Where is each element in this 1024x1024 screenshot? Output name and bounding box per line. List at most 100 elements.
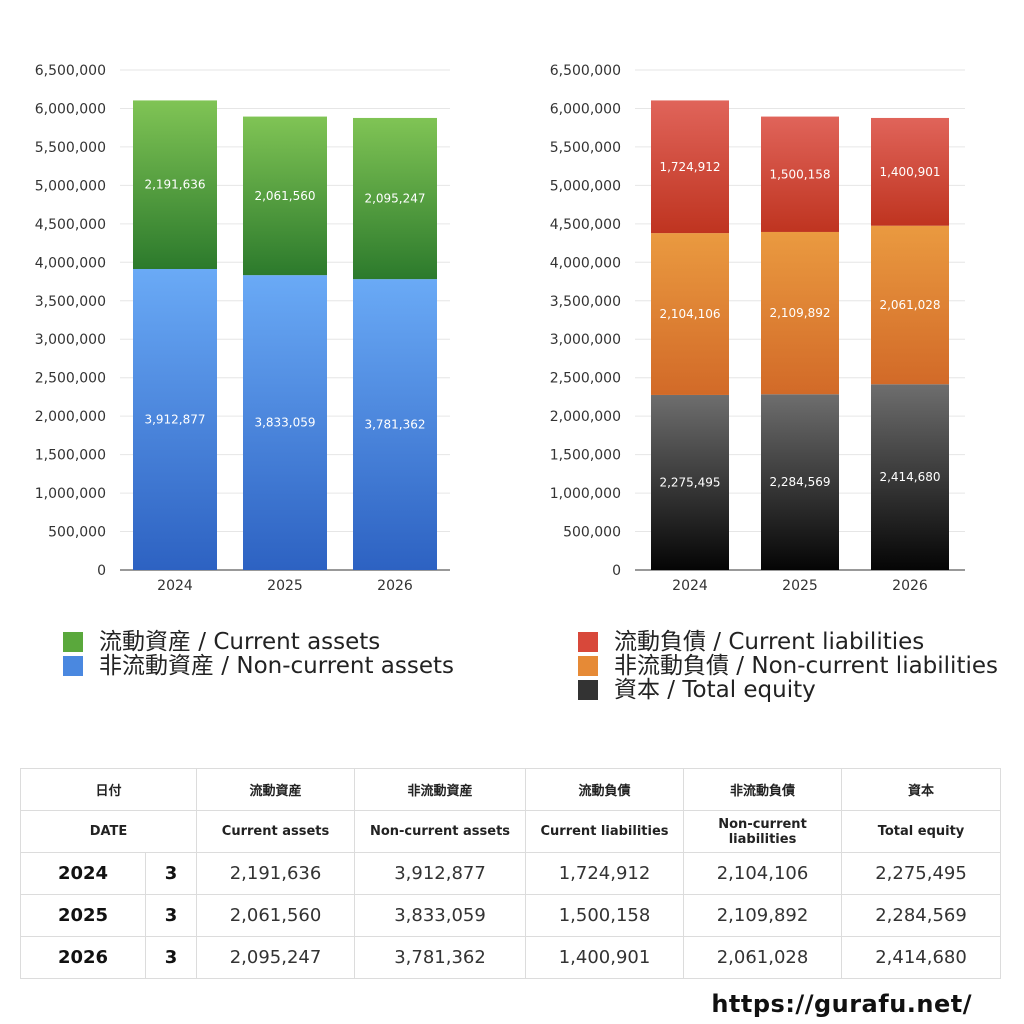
bar-value-label: 2,414,680 [879,470,940,484]
y-tick-label: 1,000,000 [550,486,621,502]
y-tick-label: 1,000,000 [35,486,106,502]
bar-value-label: 1,400,901 [879,165,940,179]
table-year-cell: 2024 [20,852,146,895]
legend-assets: 流動資産 / Current assets 非流動資産 / Non-current… [63,630,454,678]
y-tick-label: 3,000,000 [35,332,106,348]
bar-value-label: 3,781,362 [364,418,425,432]
y-tick-label: 6,500,000 [550,63,621,79]
y-tick-label: 5,500,000 [550,140,621,156]
y-tick-label: 2,000,000 [35,409,106,425]
y-tick-label: 0 [612,563,621,579]
y-tick-label: 2,000,000 [550,409,621,425]
y-tick-label: 4,000,000 [35,255,106,271]
table-year-cell: 2025 [20,894,146,937]
bar-segment [651,394,729,570]
legend-label: 非流動資産 / Non-current assets [99,653,455,679]
x-tick-label: 2026 [892,578,928,594]
legend-item: 非流動資産 / Non-current assets [63,654,454,678]
bar-segment [353,117,437,280]
bar-value-label: 2,061,028 [879,298,940,312]
table-row: 2026 3 2,095,247 3,781,362 1,400,901 2,061,02… [20,936,1002,979]
bar-value-label: 1,724,912 [659,160,720,174]
legend-label: 資本 / Total equity [614,677,816,703]
bar-segment [871,117,949,226]
bar-segment [651,233,729,395]
bar-chart-1: 0 500,000 1,000,000 1,500,000 2,000,000 2,500… [35,63,450,594]
bar-value-label: 2,095,247 [364,192,425,206]
bar-segment [761,116,839,232]
legend-swatch [578,656,598,676]
y-tick-label: 3,500,000 [550,294,621,310]
bar-segment [761,394,839,570]
table-header-cell: 流動資産 [196,768,356,811]
legend-label: 流動負債 / Current liabilities [614,629,925,655]
y-tick-label: 6,500,000 [35,63,106,79]
y-tick-label: 4,000,000 [550,255,621,271]
table-header-cell: Non-current liabilities [683,810,843,853]
table-value-cell: 3,833,059 [354,894,527,937]
y-tick-label: 2,500,000 [35,371,106,387]
y-tick-label: 4,500,000 [35,217,106,233]
y-tick-label: 1,500,000 [550,448,621,464]
table-header-cell: 非流動資産 [354,768,527,811]
table-header-cell: 資本 [841,768,1002,811]
table-header-cell: Current liabilities [525,810,685,853]
legend-swatch [63,632,83,652]
site-url[interactable]: https://gurafu.net/ [711,990,972,1018]
y-tick-label: 500,000 [563,525,621,541]
bar-value-label: 3,833,059 [254,416,315,430]
legend-swatch [63,656,83,676]
y-tick-label: 5,000,000 [550,178,621,194]
table-header-cell: Total equity [841,810,1002,853]
table-value-cell: 1,724,912 [525,852,685,895]
legend-item: 流動負債 / Current liabilities [578,630,998,654]
table-value-cell: 2,275,495 [841,852,1002,895]
legend-liabilities-equity: 流動負債 / Current liabilities 非流動負債 / Non-cu… [578,630,998,702]
bar-chart-2: 0 500,000 1,000,000 1,500,000 2,000,000 2,500… [550,63,965,594]
y-tick-label: 5,000,000 [35,178,106,194]
table-row: 2024 3 2,191,636 3,912,877 1,724,912 2,104,10… [20,852,1002,895]
bar-segment [651,100,729,234]
bar-value-label: 2,284,569 [769,475,830,489]
y-tick-label: 500,000 [48,525,106,541]
table-value-cell: 2,095,247 [196,936,356,979]
y-tick-label: 5,500,000 [35,140,106,156]
bar-segment [133,100,217,270]
table-header-cell: 日付 [19,768,198,811]
charts-canvas: 0 500,000 1,000,000 1,500,000 2,000,000 2,500… [35,63,965,594]
table-header-cell: 非流動負債 [683,768,843,811]
table-value-cell: 2,191,636 [196,852,356,895]
table-value-cell: 3,912,877 [354,852,527,895]
x-tick-label: 2024 [672,578,708,594]
table-year-cell: 2026 [20,936,146,979]
y-tick-label: 6,000,000 [35,101,106,117]
legend-label: 流動資産 / Current assets [99,629,381,655]
table-header-row: DATE Current assets Non-current assets Curr… [19,810,1002,853]
bar-value-label: 2,104,106 [659,307,720,321]
x-tick-label: 2025 [782,578,818,594]
bar-segment [871,225,949,385]
table-value-cell: 2,104,106 [683,852,843,895]
table-value-cell: 2,061,560 [196,894,356,937]
table-count-cell: 3 [144,936,198,979]
bar-value-label: 2,109,892 [769,306,830,320]
y-tick-label: 0 [97,563,106,579]
bar-segment [243,116,327,276]
table-header-cell: DATE [19,810,198,853]
y-tick-label: 3,500,000 [35,294,106,310]
table-header-cell: 流動負債 [525,768,685,811]
legend-item: 資本 / Total equity [578,678,998,702]
table-row: 2025 3 2,061,560 3,833,059 1,500,158 2,109,89… [20,894,1002,937]
legend-label: 非流動負債 / Non-current liabilities [614,653,998,679]
legend-swatch [578,680,598,700]
legend-swatch [578,632,598,652]
bar-value-label: 2,275,495 [659,475,720,489]
bar-value-label: 1,500,158 [769,167,830,181]
x-tick-label: 2025 [267,578,303,594]
table-count-cell: 3 [144,852,198,895]
table-value-cell: 2,109,892 [683,894,843,937]
bar-segment [243,275,327,570]
y-tick-label: 4,500,000 [550,217,621,233]
table-count-cell: 3 [144,894,198,937]
legend-item: 流動資産 / Current assets [63,630,454,654]
